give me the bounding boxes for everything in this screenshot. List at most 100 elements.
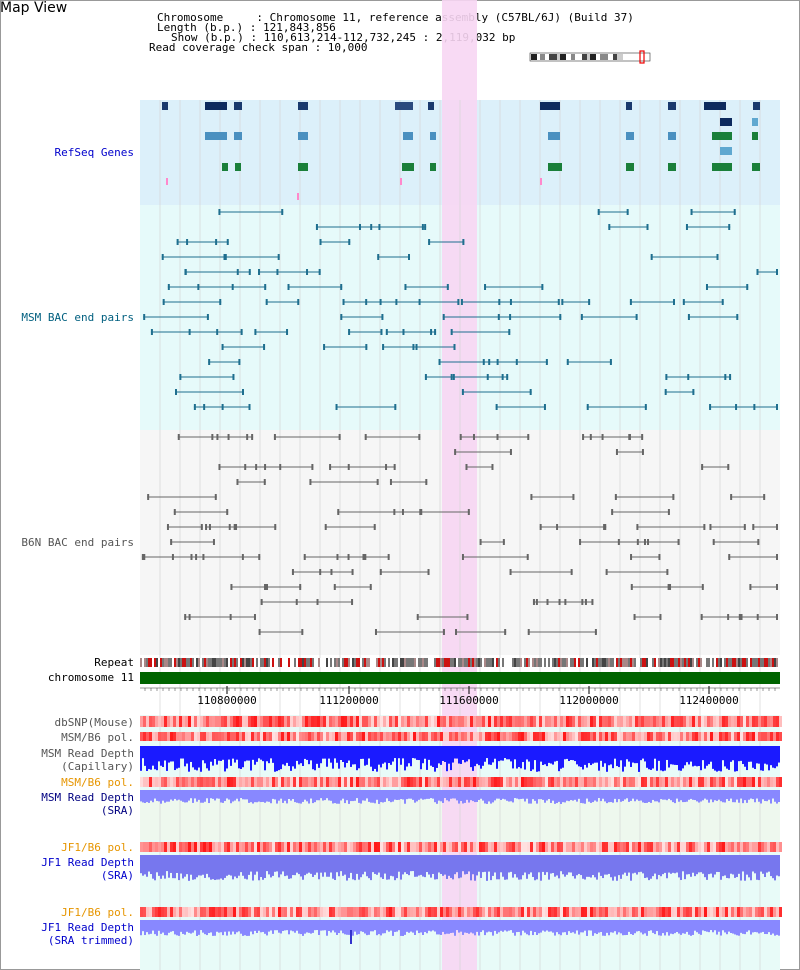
msm-sra-depth-bar (508, 790, 510, 802)
msm-cap-depth-bar (210, 746, 212, 762)
msm-b6-pol-label-2[interactable]: MSM/B6 pol. (61, 776, 134, 789)
dbsnp-cell (170, 716, 173, 727)
jf1-b6-pol-label-1[interactable]: JF1/B6 pol. (61, 841, 134, 854)
msm-cap-depth-bar (204, 746, 206, 764)
msm-pol-cell (446, 732, 449, 741)
msm-sra-depth-bar (184, 790, 186, 803)
jf1-pol-cell (437, 842, 440, 852)
jf1-sra-depth-bar (432, 855, 434, 874)
jf1-pol2-cell (299, 907, 302, 917)
msm-bac-pair (682, 299, 724, 305)
msm-sra-depth-bar (742, 790, 744, 804)
msm-sra-depth-bar (276, 790, 278, 804)
msm-cap-depth-bar (616, 746, 618, 767)
jf1-pol-cell (764, 842, 767, 852)
repeat-element (684, 658, 686, 667)
gene-model (753, 102, 760, 110)
b6n-bac-pair (416, 614, 469, 620)
repeat-element (628, 658, 630, 667)
ideogram-band (540, 54, 545, 60)
dbsnp-label[interactable]: dbSNP(Mouse) (54, 716, 134, 729)
msm-read-depth-sra-label[interactable]: MSM Read Depth (41, 791, 134, 804)
jf1-trim-depth-bar (656, 920, 658, 932)
msm-pol2-cell (593, 777, 596, 787)
jf1-sra-depth-bar (624, 855, 626, 873)
jf1-pol2-cell (563, 907, 566, 917)
jf1-sra-depth-bar (764, 855, 766, 878)
msm-cap-depth-bar (408, 746, 410, 764)
b6n-bac-label[interactable]: B6N BAC end pairs (21, 536, 134, 549)
jf1-pol2-cell (425, 907, 428, 917)
jf1-sra-depth-bar (714, 855, 716, 875)
jf1-b6-pol-label-2[interactable]: JF1/B6 pol. (61, 906, 134, 919)
repeat-element (592, 658, 594, 667)
msm-read-depth-cap-label[interactable]: MSM Read Depth (41, 747, 134, 760)
jf1-trim-depth-bar (700, 920, 702, 935)
msm-pol2-cell (776, 777, 779, 787)
b6n-bac-pair (589, 434, 631, 440)
msm-sra-depth-bar (578, 790, 580, 799)
dbsnp-cell (209, 716, 212, 727)
msm-sra-depth-bar (744, 790, 746, 801)
refseq-genes-label[interactable]: RefSeq Genes (54, 146, 134, 159)
jf1-pol2-cell (422, 907, 425, 917)
msm-b6-pol-label-1[interactable]: MSM/B6 pol. (61, 731, 134, 744)
jf1-sra-depth-bar (464, 855, 466, 875)
dbsnp-cell (515, 716, 518, 727)
msm-cap-depth-bar (734, 746, 736, 772)
jf1-pol-cell (776, 842, 779, 852)
jf1-trim-depth-bar (236, 920, 238, 933)
jf1-trim-depth-bar (538, 920, 540, 934)
jf1-pol-cell (635, 842, 638, 852)
jf1-pol-cell (680, 842, 683, 852)
msm-sra-depth-bar (428, 790, 430, 799)
jf1-sra-depth-bar (546, 855, 548, 873)
msm-sra-depth-bar (348, 790, 350, 804)
jf1-trim-depth-bar (756, 920, 758, 933)
msm-sra-depth-bar (532, 790, 534, 800)
jf1-trim-depth-bar (564, 920, 566, 933)
msm-pol-cell (635, 732, 638, 741)
msm-cap-depth-bar (170, 746, 172, 762)
msm-sra-depth-bar (654, 790, 656, 802)
msm-cap-depth-bar (496, 746, 498, 769)
jf1-trim-depth-bar (144, 920, 146, 936)
dbsnp-cell (197, 716, 200, 727)
msm-sra-depth-bar (146, 790, 148, 803)
jf1-pol2-cell (617, 907, 620, 917)
msm-bac-label[interactable]: MSM BAC end pairs (21, 311, 134, 324)
jf1-pol2-cell (209, 907, 212, 917)
msm-sra-depth-bar (638, 790, 640, 801)
msm-sra-depth-bar (568, 790, 570, 802)
msm-pol2-cell (749, 777, 752, 787)
repeat-element (368, 658, 370, 667)
msm-pol2-cell (356, 777, 359, 787)
msm-pol-cell (395, 732, 398, 741)
msm-pol-cell (353, 732, 356, 741)
msm-sra-depth-bar (440, 790, 442, 802)
jf1-sra-depth-bar (338, 855, 340, 877)
repeat-element (208, 658, 210, 667)
dbsnp-cell (305, 716, 308, 727)
jf1-trim-depth-bar (278, 920, 280, 933)
jf1-sra-depth-bar (292, 855, 294, 876)
jf1-read-depth-label[interactable]: JF1 Read Depth (41, 856, 134, 869)
msm-pol2-cell (773, 777, 776, 787)
msm-cap-depth-bar (510, 746, 512, 762)
dbsnp-cell (329, 716, 332, 727)
msm-sra-depth-bar (696, 790, 698, 802)
dbsnp-cell (164, 716, 167, 727)
msm-pol-cell (341, 732, 344, 741)
msm-pol2-cell (407, 777, 410, 787)
jf1-pol-cell (599, 842, 602, 852)
msm-sra-depth-bar (238, 790, 240, 802)
msm-cap-depth-bar (610, 746, 612, 765)
jf1-read-depth-trim-label[interactable]: JF1 Read Depth (41, 921, 134, 934)
jf1-trim-depth-bar (436, 920, 438, 935)
msm-pol-cell (317, 732, 320, 741)
dbsnp-cell (521, 716, 524, 727)
jf1-pol-cell (347, 842, 350, 852)
dbsnp-cell (530, 716, 533, 727)
msm-sra-depth-bar (218, 790, 220, 799)
